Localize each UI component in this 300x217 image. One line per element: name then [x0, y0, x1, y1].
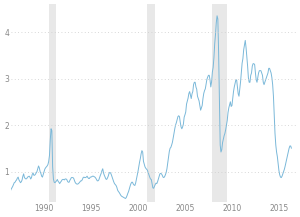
Bar [147, 4, 155, 202]
Bar [49, 4, 56, 202]
Bar [212, 4, 227, 202]
